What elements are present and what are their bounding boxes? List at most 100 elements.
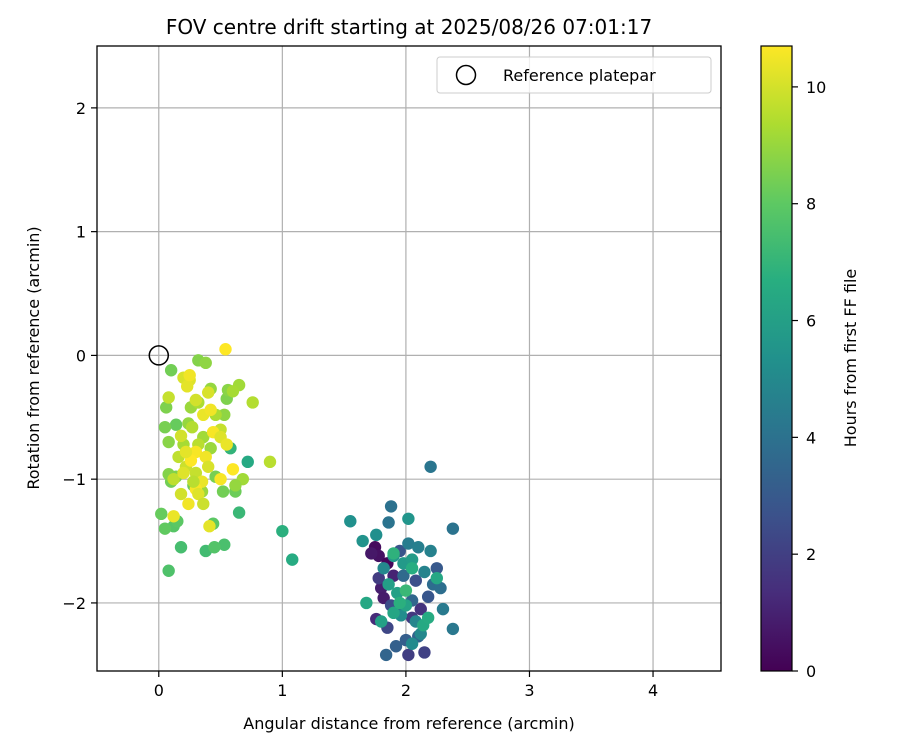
data-point — [199, 356, 212, 370]
data-point — [167, 472, 180, 486]
data-point — [155, 507, 168, 521]
data-point — [370, 528, 383, 542]
data-point — [382, 578, 395, 591]
data-point — [167, 510, 180, 523]
data-point — [162, 435, 175, 449]
data-point — [185, 420, 199, 434]
colorbar: 0 2 4 6 8 10 Hours from first FF file — [760, 45, 860, 681]
data-point — [189, 393, 203, 407]
data-point — [158, 420, 172, 434]
data-point — [216, 485, 230, 498]
data-point — [436, 602, 450, 616]
x-tick-label: 0 — [154, 681, 164, 700]
data-point — [219, 343, 232, 356]
data-point — [402, 512, 415, 525]
data-point — [218, 408, 231, 422]
data-point — [424, 460, 437, 473]
data-point — [402, 648, 415, 662]
colorbar-ticks: 0 2 4 6 8 10 — [792, 78, 826, 681]
data-point — [424, 544, 437, 558]
data-point — [397, 569, 410, 582]
data-point — [286, 553, 299, 566]
data-point — [169, 418, 183, 431]
colorbar-tick-label: 4 — [806, 428, 816, 447]
data-point — [174, 487, 188, 501]
data-point — [276, 524, 289, 538]
data-point — [374, 615, 388, 628]
data-point — [226, 463, 240, 476]
data-point — [158, 522, 172, 535]
legend: Reference platepar — [436, 56, 712, 94]
data-point — [356, 534, 369, 548]
colorbar-tick-label: 2 — [806, 545, 816, 564]
data-point — [393, 596, 406, 610]
data-point — [204, 403, 217, 417]
colorbar-tick-label: 6 — [806, 312, 816, 331]
data-point — [360, 596, 373, 610]
reference-platepar-marker — [148, 345, 170, 366]
data-point — [418, 565, 431, 579]
data-point — [412, 541, 425, 554]
legend-label: Reference platepar — [503, 66, 656, 85]
data-point — [434, 581, 447, 595]
data-point — [379, 648, 393, 662]
colorbar-frame — [760, 45, 793, 672]
x-tick-label: 2 — [401, 681, 411, 700]
data-point — [446, 522, 460, 535]
legend-box — [436, 56, 712, 94]
data-point — [405, 562, 419, 575]
data-point — [199, 450, 212, 464]
data-point — [220, 438, 233, 451]
data-point — [232, 506, 246, 519]
data-point — [387, 606, 400, 620]
x-axis-label: Angular distance from reference (arcmin) — [243, 714, 574, 733]
x-tick-label: 1 — [277, 681, 287, 700]
data-point — [377, 562, 390, 575]
data-point — [387, 547, 400, 560]
data-point — [382, 516, 395, 529]
data-point — [181, 380, 194, 393]
data-point — [399, 584, 413, 597]
data-point — [164, 364, 178, 377]
colorbar-gradient — [761, 46, 792, 671]
data-points — [155, 343, 460, 662]
data-point — [187, 475, 200, 488]
data-point — [365, 547, 378, 560]
plot-frame — [96, 45, 722, 672]
data-point — [414, 602, 427, 616]
data-point — [241, 455, 254, 469]
data-point — [162, 564, 175, 577]
colorbar-tick-label: 0 — [806, 662, 816, 681]
data-point — [430, 571, 444, 585]
data-point — [446, 622, 460, 636]
legend-marker — [455, 64, 477, 86]
y-tick-label: −2 — [62, 594, 86, 613]
colorbar-label: Hours from first FF file — [841, 269, 860, 448]
data-point — [183, 369, 196, 382]
data-point — [208, 541, 221, 554]
data-point — [402, 537, 415, 550]
data-point — [226, 385, 240, 398]
y-tick-label: 0 — [76, 346, 86, 365]
data-point — [389, 640, 403, 653]
data-point — [263, 455, 277, 469]
data-point — [344, 515, 357, 528]
data-point — [214, 472, 227, 486]
data-point — [162, 391, 175, 404]
data-point — [203, 519, 216, 533]
data-point — [421, 590, 435, 603]
data-point — [246, 396, 259, 409]
data-point — [372, 571, 385, 585]
data-point — [197, 497, 210, 511]
x-tick-label: 3 — [524, 681, 534, 700]
x-tick-label: 4 — [648, 681, 658, 700]
y-tick-label: 2 — [76, 99, 86, 118]
data-point — [174, 429, 188, 443]
data-point — [202, 386, 215, 399]
data-point — [182, 497, 195, 511]
data-point — [409, 574, 422, 587]
axis-ticks: 0 1 2 3 4 −2 −1 0 1 2 — [62, 99, 658, 700]
data-point — [405, 553, 419, 566]
data-point — [218, 538, 231, 551]
